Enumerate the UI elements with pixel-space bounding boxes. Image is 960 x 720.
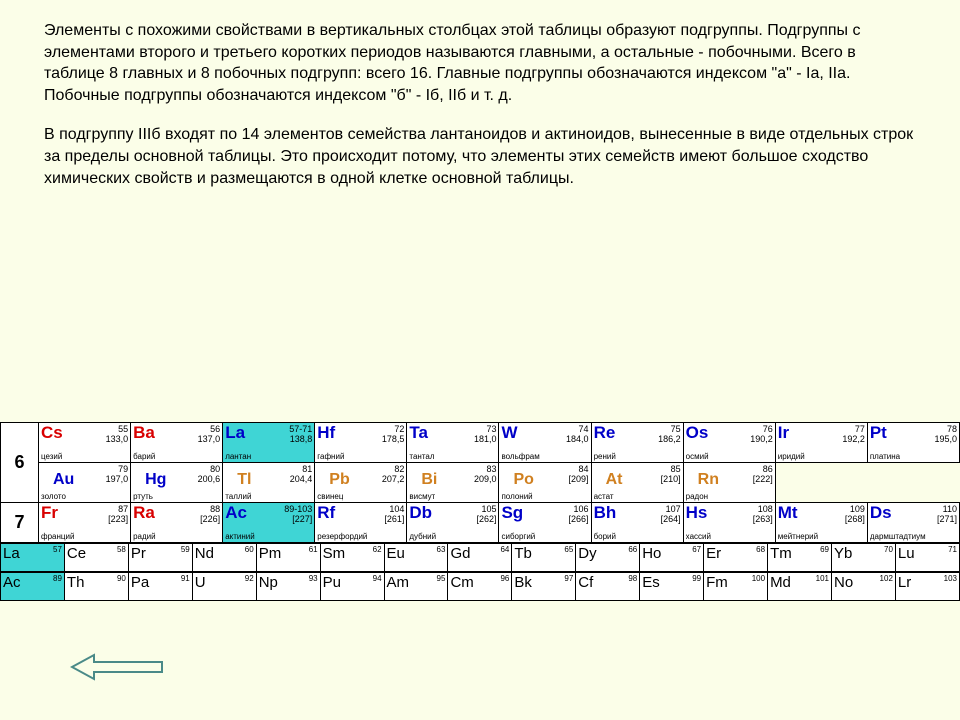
element-Rn: 86[222]Rnрадон (683, 463, 775, 503)
element-Pa: Pa91 (128, 573, 192, 601)
element-Ir: Ir77192,2иридий (775, 423, 867, 463)
period-6-label: 6 (1, 423, 39, 503)
paragraph-1: Элементы с похожими свойствами в вертика… (44, 20, 916, 106)
element-Ta: Ta73181,0тантал (407, 423, 499, 463)
element-Ho: Ho67 (640, 544, 704, 572)
element-Es: Es99 (640, 573, 704, 601)
period-6-row-b: 79197,0Auзолото80200,6Hgртуть81204,4Tlта… (1, 463, 960, 503)
periodic-table-fragment: 6 Cs55133,0цезийBa56137,0барийLa57-71138… (0, 422, 960, 601)
element-Bk: Bk97 (512, 573, 576, 601)
element-Re: Re75186,2рений (591, 423, 683, 463)
element-Tl: 81204,4Tlталлий (223, 463, 315, 503)
element-Pb: 82207,2Pbсвинец (315, 463, 407, 503)
lanthanides-row: La57Ce58Pr59Nd60Pm61 Sm62Eu63Gd64Tb65Dy6… (0, 543, 960, 572)
element-Pu: Pu94 (320, 573, 384, 601)
element-Cf: Cf98 (576, 573, 640, 601)
element-Ac: Ac89-103[227]актиний (223, 503, 315, 543)
element-Pr: Pr59 (128, 544, 192, 572)
element-Tb: Tb65 (512, 544, 576, 572)
element-Tm: Tm69 (768, 544, 832, 572)
element-No: No102 (831, 573, 895, 601)
element-Ba: Ba56137,0барий (131, 423, 223, 463)
back-arrow-icon[interactable] (70, 652, 170, 682)
element-Au: 79197,0Auзолото (39, 463, 131, 503)
period-7-row: 7 Fr87[223]францийRa88[226]радийAc89-103… (1, 503, 960, 543)
element-Eu: Eu63 (384, 544, 448, 572)
element-Rf: Rf104[261]резерфордий (315, 503, 407, 543)
element-At: 85[210]Atастат (591, 463, 683, 503)
element-La: La57 (1, 544, 65, 572)
element-Th: Th90 (64, 573, 128, 601)
element-Pt: Pt78195,0платина (867, 423, 959, 463)
element-Bh: Bh107[264]борий (591, 503, 683, 543)
periods-6-7-table: 6 Cs55133,0цезийBa56137,0барийLa57-71138… (0, 422, 960, 543)
element-Cs: Cs55133,0цезий (39, 423, 131, 463)
element-Cm: Cm96 (448, 573, 512, 601)
element-Yb: Yb70 (831, 544, 895, 572)
element-Hg: 80200,6Hgртуть (131, 463, 223, 503)
element-Md: Md101 (768, 573, 832, 601)
element-W: W74184,0вольфрам (499, 423, 591, 463)
element-Lr: Lr103 (895, 573, 959, 601)
element-Ac: Ac89 (1, 573, 65, 601)
actinides-row: Ac89Th90Pa91U92Np93 Pu94Am95Cm96Bk97Cf98… (0, 572, 960, 601)
element-Fm: Fm100 (704, 573, 768, 601)
element-Sg: Sg106[266]сиборгий (499, 503, 591, 543)
element-Ra: Ra88[226]радий (131, 503, 223, 543)
element-Fr: Fr87[223]франций (39, 503, 131, 543)
element-Bi: 83209,0Biвисмут (407, 463, 499, 503)
explanatory-text: Элементы с похожими свойствами в вертика… (0, 0, 960, 215)
period-6-row-a: 6 Cs55133,0цезийBa56137,0барийLa57-71138… (1, 423, 960, 463)
element-Pm: Pm61 (256, 544, 320, 572)
element-Ds: Ds110[271]дармштадтиум (867, 503, 959, 543)
element-Mt: Mt109[268]мейтнерий (775, 503, 867, 543)
element-Hs: Hs108[263]хассий (683, 503, 775, 543)
element-Sm: Sm62 (320, 544, 384, 572)
element-Hf: Hf72178,5гафний (315, 423, 407, 463)
paragraph-2: В подгруппу IIIб входят по 14 элементов … (44, 124, 916, 189)
period-7-label: 7 (1, 503, 39, 543)
element-Gd: Gd64 (448, 544, 512, 572)
element-Lu: Lu71 (895, 544, 959, 572)
element-Np: Np93 (256, 573, 320, 601)
element-Am: Am95 (384, 573, 448, 601)
element-Db: Db105[262]дубний (407, 503, 499, 543)
element-Po: 84[209]Poполоний (499, 463, 591, 503)
element-Nd: Nd60 (192, 544, 256, 572)
element-Dy: Dy66 (576, 544, 640, 572)
element-U: U92 (192, 573, 256, 601)
element-Er: Er68 (704, 544, 768, 572)
element-Ce: Ce58 (64, 544, 128, 572)
element-La: La57-71138,8лантан (223, 423, 315, 463)
element-Os: Os76190,2осмий (683, 423, 775, 463)
